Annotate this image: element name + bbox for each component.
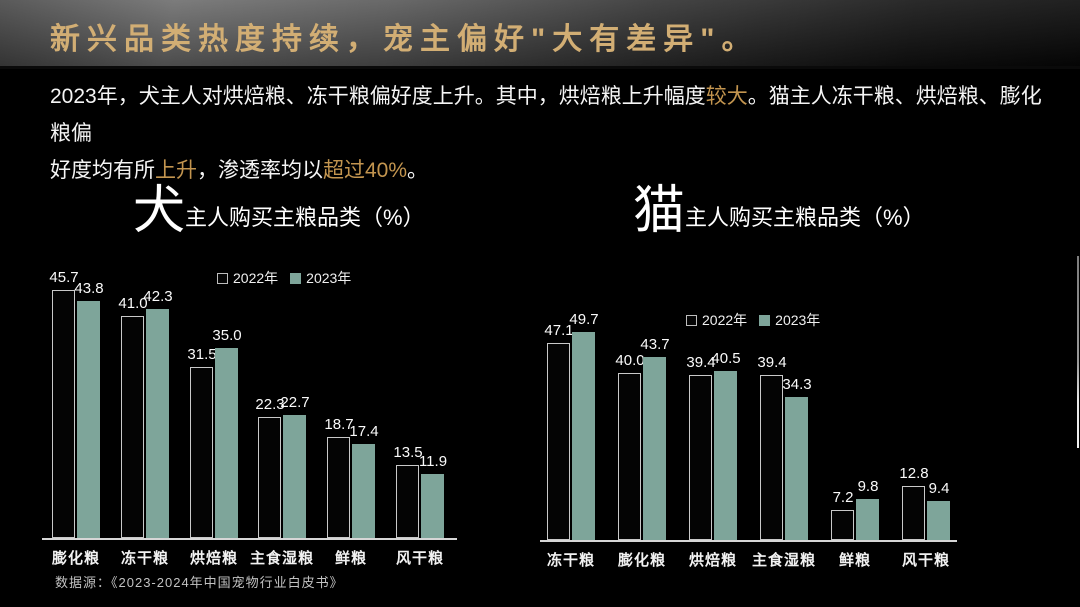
value-label: 17.4 xyxy=(349,423,379,440)
bar-2023年 xyxy=(643,357,666,540)
bar-2023年 xyxy=(146,309,169,538)
bar-2023年 xyxy=(714,371,737,540)
value-label: 18.7 xyxy=(324,416,354,433)
cat-chart-legend: 2022年 2023年 xyxy=(686,310,820,330)
cat-chart-title-big: 猫 xyxy=(633,182,686,240)
bar-2022年 xyxy=(52,290,75,538)
value-label: 13.5 xyxy=(393,444,423,461)
legend-swatch-2023 xyxy=(759,314,771,326)
category-label: 主食湿粮 xyxy=(249,550,314,567)
bar-2022年 xyxy=(689,375,712,540)
dog-chart-title-big: 犬 xyxy=(133,182,186,240)
value-label: 34.3 xyxy=(782,376,812,393)
bar-2023年 xyxy=(283,415,306,538)
value-label: 42.3 xyxy=(143,288,173,305)
intro-line-1: 2023年，犬主人对烘焙粮、冻干粮偏好度上升。其中，烘焙粮上升幅度较大。猫主人冻… xyxy=(50,78,1050,152)
value-label: 43.8 xyxy=(74,280,104,297)
legend-item-2023: 2023年 xyxy=(759,310,820,330)
bar-2023年 xyxy=(77,301,100,538)
legend-label-2022: 2022年 xyxy=(233,270,279,286)
legend-item-2022: 2022年 xyxy=(686,310,747,330)
legend-swatch-2022 xyxy=(217,272,228,284)
x-axis xyxy=(540,540,957,542)
category-label: 膨化粮 xyxy=(617,552,666,569)
bar-2022年 xyxy=(831,510,854,540)
value-label: 11.9 xyxy=(418,453,448,470)
legend-item-2023: 2023年 xyxy=(290,268,351,288)
category-label: 烘焙粮 xyxy=(688,552,737,569)
category-label: 膨化粮 xyxy=(51,550,100,567)
value-label: 40.5 xyxy=(711,350,741,367)
bar-2022年 xyxy=(121,316,144,538)
value-label: 7.2 xyxy=(832,489,854,506)
value-label: 35.0 xyxy=(212,327,242,344)
bar-2023年 xyxy=(215,348,238,538)
bar-2023年 xyxy=(421,474,444,538)
legend-label-2023: 2023年 xyxy=(306,270,352,286)
dog-chart-title-rest: 主人购买主粮品类（%） xyxy=(185,204,425,230)
dog-chart-legend: 2022年 2023年 xyxy=(217,268,351,288)
bar-2022年 xyxy=(190,367,213,538)
value-label: 40.0 xyxy=(615,352,645,369)
bar-2022年 xyxy=(760,375,783,540)
dog-chart-title: 犬 主人购买主粮品类（%） xyxy=(133,182,425,240)
category-label: 鲜粮 xyxy=(334,550,367,567)
bar-2023年 xyxy=(856,499,879,540)
legend-item-2022: 2022年 xyxy=(217,268,278,288)
intro-highlight: 超过40% xyxy=(323,159,408,182)
bar-2022年 xyxy=(547,343,570,540)
scrollbar-artifact xyxy=(1077,256,1079,448)
category-label: 烘焙粮 xyxy=(189,550,238,567)
value-label: 12.8 xyxy=(899,465,929,482)
category-label: 风干粮 xyxy=(395,550,444,567)
category-label: 冻干粮 xyxy=(120,550,169,567)
value-label: 9.4 xyxy=(928,480,950,497)
value-label: 22.3 xyxy=(255,396,285,413)
value-label: 49.7 xyxy=(569,311,599,328)
value-label: 22.7 xyxy=(280,394,310,411)
bar-2023年 xyxy=(572,332,595,540)
value-label: 39.4 xyxy=(686,354,716,371)
bar-2022年 xyxy=(902,486,925,540)
intro-line-2: 好度均有所上升，渗透率均以超过40%。 xyxy=(50,152,1050,189)
category-label: 冻干粮 xyxy=(546,552,595,569)
intro-segment: 。 xyxy=(407,159,429,182)
value-label: 41.0 xyxy=(118,295,148,312)
intro-highlight: 较大 xyxy=(705,85,748,108)
bar-2022年 xyxy=(258,417,281,538)
value-label: 45.7 xyxy=(49,269,79,286)
slide-title: 新兴品类热度持续，宠主偏好"大有差异"。 xyxy=(50,23,759,56)
value-label: 43.7 xyxy=(640,336,670,353)
value-label: 31.5 xyxy=(187,346,217,363)
bar-2022年 xyxy=(618,373,641,540)
slide-header: 新兴品类热度持续，宠主偏好"大有差异"。 xyxy=(0,0,1080,69)
intro-segment: 。猫主人冻干粮、烘焙粮、膨化粮偏 xyxy=(50,85,1042,145)
legend-label-2023: 2023年 xyxy=(775,312,821,328)
intro-segment: 好度均有所 xyxy=(50,159,155,182)
legend-swatch-2022 xyxy=(686,314,697,326)
intro-segment: 2023年，犬主人对烘焙粮、冻干粮偏好度上升。其中，烘焙粮上升幅度 xyxy=(50,85,706,108)
value-label: 39.4 xyxy=(757,354,787,371)
value-label: 47.1 xyxy=(544,322,574,339)
bar-2022年 xyxy=(327,437,350,538)
value-label: 9.8 xyxy=(857,478,879,495)
legend-label-2022: 2022年 xyxy=(702,312,748,328)
category-label: 主食湿粮 xyxy=(751,552,816,569)
category-label: 风干粮 xyxy=(901,552,950,569)
category-label: 鲜粮 xyxy=(838,552,871,569)
intro-segment: ，渗透率均以 xyxy=(197,159,323,182)
x-axis xyxy=(42,538,457,540)
bar-2023年 xyxy=(927,501,950,540)
intro-text: 2023年，犬主人对烘焙粮、冻干粮偏好度上升。其中，烘焙粮上升幅度较大。猫主人冻… xyxy=(50,78,1050,189)
bar-2023年 xyxy=(352,444,375,538)
cat-chart-title-rest: 主人购买主粮品类（%） xyxy=(685,204,925,230)
cat-chart-title: 猫 主人购买主粮品类（%） xyxy=(633,182,925,240)
legend-swatch-2023 xyxy=(290,272,302,284)
bar-2022年 xyxy=(396,465,419,538)
bar-2023年 xyxy=(785,397,808,540)
source-note: 数据源：《2023-2024年中国宠物行业白皮书》 xyxy=(55,575,344,590)
intro-highlight: 上升 xyxy=(155,159,197,182)
